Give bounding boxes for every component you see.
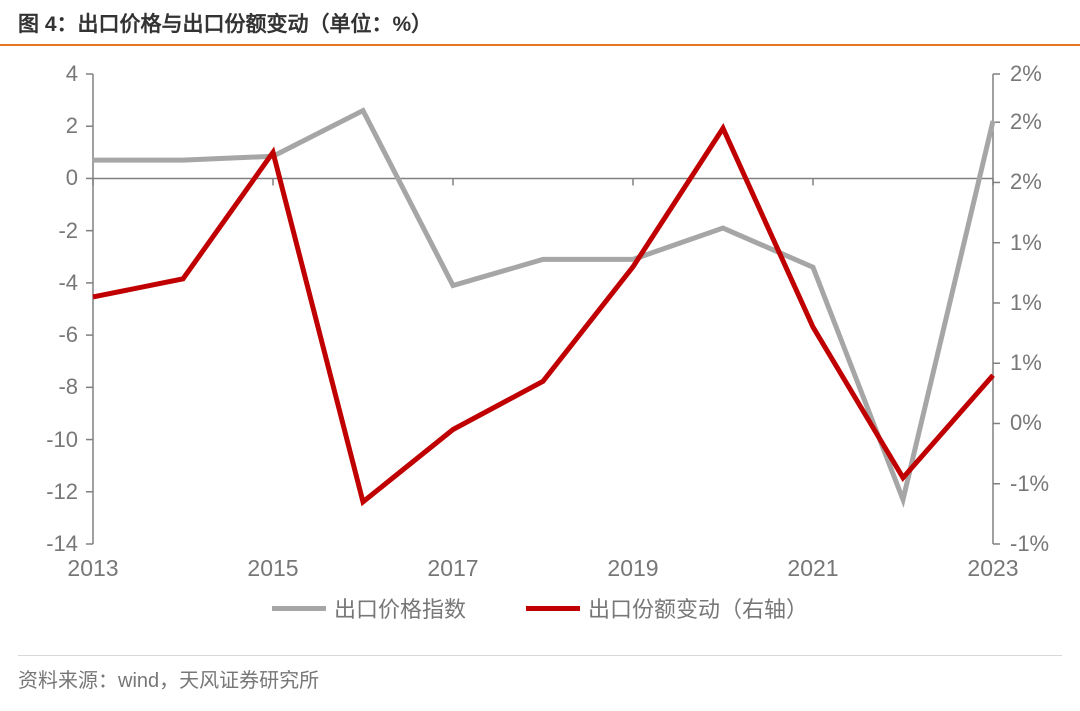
legend-label: 出口份额变动（右轴） — [588, 592, 808, 624]
legend-item: 出口份额变动（右轴） — [526, 592, 808, 624]
y-left-tick-label: -8 — [58, 374, 78, 400]
y-right-tick-label: 0% — [1010, 410, 1042, 436]
y-right-tick-label: 1% — [1010, 230, 1042, 256]
chart-footer: 资料来源：wind，天风证券研究所 — [18, 655, 1062, 693]
y-left-tick-label: -14 — [46, 531, 78, 557]
x-tick-label: 2015 — [247, 555, 298, 582]
y-left-tick-label: 0 — [66, 165, 78, 191]
x-tick-label: 2019 — [607, 555, 658, 582]
y-right-tick-label: -1% — [1010, 531, 1049, 557]
y-right-tick-label: 1% — [1010, 290, 1042, 316]
y-left-tick-label: -10 — [46, 427, 78, 453]
y-left-tick-label: 2 — [66, 113, 78, 139]
plot-area — [93, 74, 993, 544]
x-axis: 201320152017201920212023 — [93, 549, 993, 589]
chart-title: 图 4：出口价格与出口份额变动（单位：%） — [18, 8, 1062, 38]
chart-container: -14 -12 -10 -8 -6 -4 -2 0 2 4 -1% -1% 0% 1% 1% 1% 2% 2% 2… — [18, 64, 1062, 624]
legend-label: 出口价格指数 — [334, 592, 466, 624]
y-right-tick-label: 2% — [1010, 61, 1042, 87]
y-left-tick-label: -2 — [58, 218, 78, 244]
chart-legend: 出口价格指数 出口份额变动（右轴） — [18, 592, 1062, 624]
x-tick-label: 2013 — [67, 555, 118, 582]
y-axis-left: -14-12-10-8-6-4-2024 — [18, 74, 86, 544]
chart-header: 图 4：出口价格与出口份额变动（单位：%） — [0, 0, 1080, 46]
y-right-tick-label: 2% — [1010, 169, 1042, 195]
x-tick-label: 2023 — [967, 555, 1018, 582]
x-tick-label: 2021 — [787, 555, 838, 582]
x-tick-label: 2017 — [427, 555, 478, 582]
y-right-tick-label: -1% — [1010, 471, 1049, 497]
legend-swatch — [526, 606, 580, 611]
chart-svg — [93, 74, 993, 544]
source-text: 资料来源：wind，天风证券研究所 — [18, 655, 1062, 693]
y-right-tick-label: 2% — [1010, 109, 1042, 135]
legend-item: 出口价格指数 — [272, 592, 466, 624]
legend-swatch — [272, 606, 326, 611]
y-left-tick-label: -4 — [58, 270, 78, 296]
y-axis-right: -1%-1%0%1%1%1%2%2%2% — [1002, 74, 1062, 544]
y-left-tick-label: -12 — [46, 479, 78, 505]
series-line — [93, 111, 993, 500]
series-line — [93, 128, 993, 502]
y-left-tick-label: -6 — [58, 322, 78, 348]
y-left-tick-label: 4 — [66, 61, 78, 87]
y-right-tick-label: 1% — [1010, 350, 1042, 376]
